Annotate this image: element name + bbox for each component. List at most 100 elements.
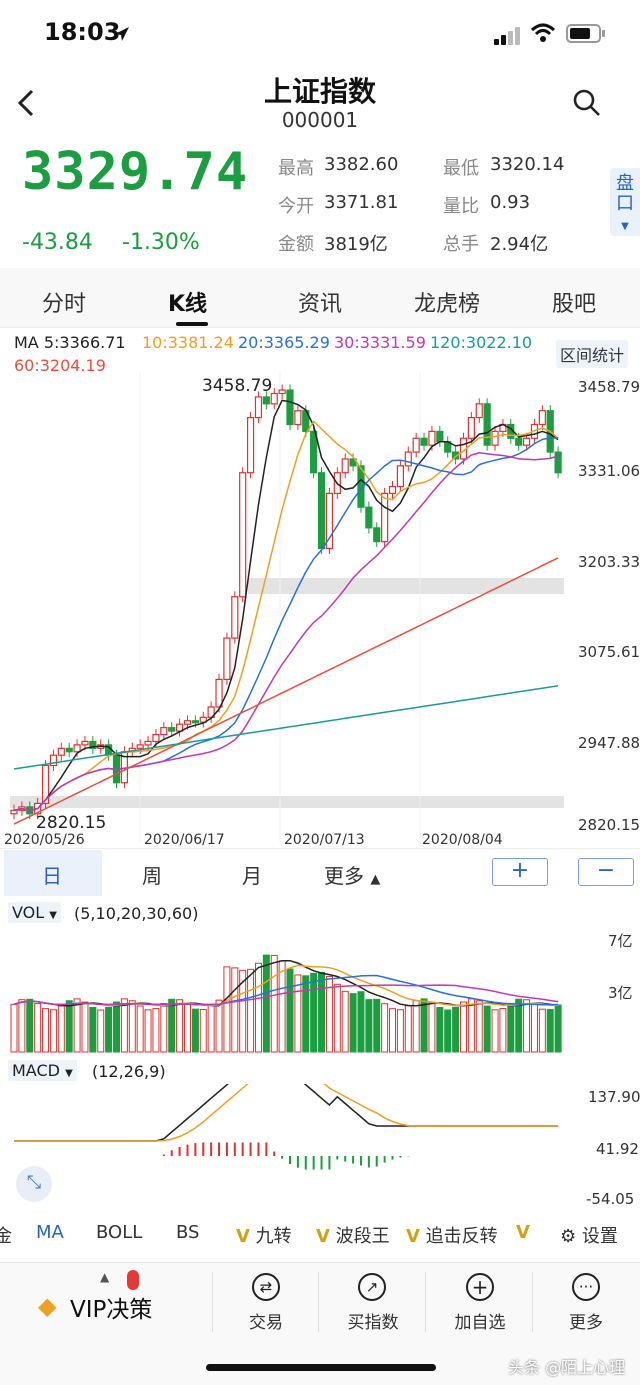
candle xyxy=(89,740,97,749)
nav-more[interactable]: 更多 xyxy=(569,1313,603,1333)
ma60-legend: 60:3204.19 xyxy=(14,356,106,375)
macd-indicator-select[interactable]: MACD ▼ xyxy=(8,1060,77,1081)
caret-up-icon: ▲ xyxy=(370,872,381,887)
vol-indicator-select[interactable]: VOL ▼ xyxy=(8,902,61,923)
v-icon: V xyxy=(236,1226,250,1247)
indicator-nine-turn[interactable]: V 九转 xyxy=(236,1222,292,1248)
candle xyxy=(467,417,475,439)
volume-bar xyxy=(278,960,286,1053)
period-more[interactable]: 更多 ▲ xyxy=(324,860,380,889)
volume-bar xyxy=(73,998,81,1053)
page-title: 上证指数 xyxy=(263,75,376,108)
ma10-line xyxy=(13,420,559,812)
candle xyxy=(57,747,65,756)
volume-bar xyxy=(239,969,247,1053)
period-bar xyxy=(0,848,640,896)
volume-bar xyxy=(10,1003,18,1053)
nav-divider xyxy=(425,1272,426,1332)
volume-bar xyxy=(18,999,26,1053)
volume-bar xyxy=(136,1005,144,1053)
tab-bar: 分时 K线 资讯 龙虎榜 股吧 xyxy=(0,268,640,328)
tab-forum[interactable]: 股吧 xyxy=(552,292,597,317)
range-stats-button[interactable]: 区间统计 xyxy=(556,340,629,368)
volume-bar xyxy=(475,1000,483,1053)
candle xyxy=(420,437,428,446)
tab-kline[interactable]: K线 xyxy=(168,292,208,317)
indicator-boll[interactable]: BOLL xyxy=(96,1222,143,1243)
volume-bar xyxy=(231,967,239,1053)
gear-icon: ⚙ xyxy=(560,1226,577,1247)
volume-chart[interactable] xyxy=(0,924,640,1054)
support-band xyxy=(248,578,564,594)
volume-bar xyxy=(168,998,176,1053)
volume-bar xyxy=(49,1009,57,1053)
candle xyxy=(144,740,152,746)
expand-icon[interactable]: ⤡ xyxy=(16,1166,52,1202)
ma30-legend: 30:3331.59 xyxy=(334,333,426,352)
candle xyxy=(168,727,176,732)
volume-bar xyxy=(286,968,294,1053)
volume-bar xyxy=(310,972,318,1053)
nav-divider xyxy=(318,1272,319,1332)
volume-bar xyxy=(199,1008,207,1053)
v-icon: V xyxy=(316,1226,330,1247)
period-day[interactable]: 日 xyxy=(42,864,62,888)
volume-bar xyxy=(105,1006,113,1053)
status-time: 18:03 xyxy=(44,18,121,46)
candle xyxy=(294,410,302,426)
max-price-label: 3458.79 xyxy=(202,376,273,396)
volume-bar xyxy=(499,1008,507,1053)
v-icon: V xyxy=(516,1222,530,1243)
period-month[interactable]: 月 xyxy=(242,864,262,888)
tab-news[interactable]: 资讯 xyxy=(298,292,343,317)
pankou-toggle[interactable]: 盘口 ▼ xyxy=(610,168,640,236)
candle xyxy=(412,437,420,453)
nav-add-watchlist[interactable]: 加自选 xyxy=(454,1313,506,1333)
search-icon[interactable] xyxy=(572,88,602,118)
candle xyxy=(41,764,50,805)
macd-y-tick: 41.92 xyxy=(596,1140,639,1158)
volume-bar xyxy=(128,1000,136,1053)
indicator-wave-king[interactable]: V 波段王 xyxy=(316,1222,390,1248)
stock-code: 000001 xyxy=(281,108,359,132)
candle xyxy=(152,733,160,743)
candle xyxy=(554,451,562,474)
candle xyxy=(270,392,278,405)
x-date: 2020/06/17 xyxy=(144,832,225,848)
vip-label: VIP决策 xyxy=(70,1297,153,1323)
volume-bar xyxy=(97,1009,105,1053)
indicator-ma[interactable]: MA xyxy=(36,1222,64,1243)
settings-button[interactable]: ⚙ 设置 xyxy=(560,1222,618,1248)
indicator-more-v[interactable]: V xyxy=(516,1222,530,1243)
candle xyxy=(436,430,444,443)
macd-chart[interactable] xyxy=(0,1084,640,1210)
indicator-wave-king-label: 波段王 xyxy=(335,1226,390,1247)
zoom-out-button[interactable]: − xyxy=(578,858,634,886)
tab-intraday[interactable]: 分时 xyxy=(42,292,87,317)
volume-bar xyxy=(318,971,326,1053)
candle xyxy=(538,410,546,426)
back-icon[interactable] xyxy=(14,88,38,118)
candle xyxy=(246,417,255,474)
period-week[interactable]: 周 xyxy=(142,864,162,888)
nav-buy-index[interactable]: 买指数 xyxy=(347,1313,399,1333)
vol-label: VOL xyxy=(12,903,45,922)
nav-trade[interactable]: 交易 xyxy=(249,1313,283,1333)
tab-dragon-tiger[interactable]: 龙虎榜 xyxy=(414,292,481,317)
indicator-chase-reversal[interactable]: V 追击反转 xyxy=(406,1222,498,1248)
low-value: 3320.14 xyxy=(490,154,565,175)
candle xyxy=(483,403,491,446)
kline-chart[interactable] xyxy=(0,372,640,848)
zoom-in-button[interactable]: + xyxy=(492,858,548,886)
candle xyxy=(65,747,73,753)
period-day-highlight xyxy=(4,850,102,896)
caret-up-icon: ▲ xyxy=(100,1270,110,1284)
indicator-bs[interactable]: BS xyxy=(176,1222,200,1243)
wifi-icon xyxy=(530,23,556,42)
volume-bar xyxy=(459,1001,467,1053)
trend-icon: ↗ xyxy=(358,1273,386,1301)
indicator-gold[interactable]: 金 xyxy=(0,1226,12,1247)
macd-y-tick: -54.05 xyxy=(586,1190,635,1208)
macd-dif-line xyxy=(14,1084,559,1142)
volume-bar xyxy=(365,999,373,1053)
